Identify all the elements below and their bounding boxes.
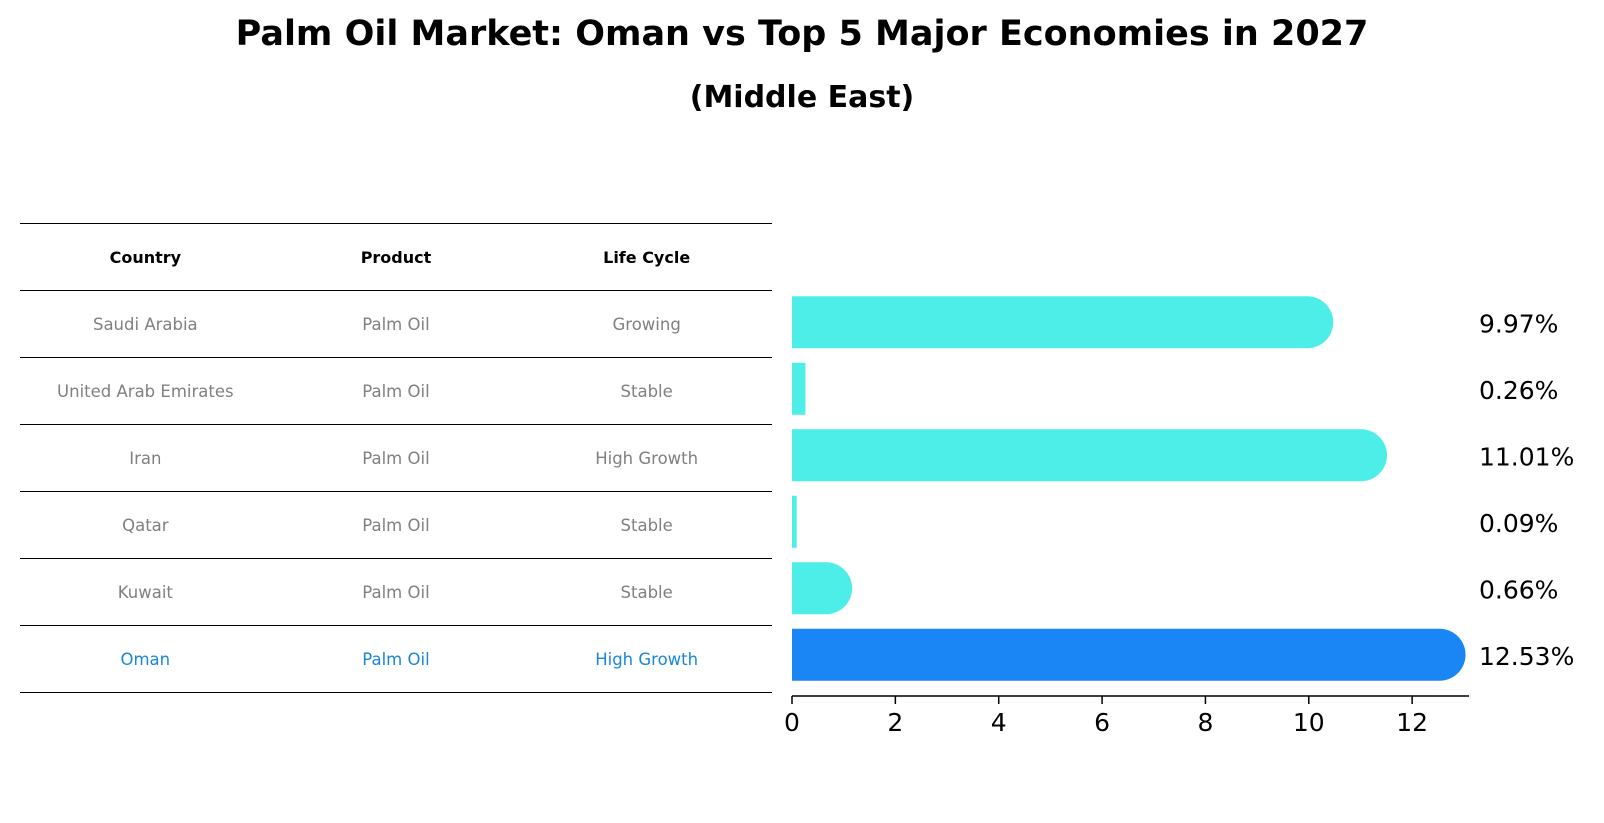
bar [792, 296, 1334, 349]
life-cycle-cell: High Growth [521, 625, 772, 693]
table-row: United Arab Emirates Palm Oil Stable [20, 357, 772, 425]
product-cell: Palm Oil [270, 558, 522, 626]
country-cell: Iran [20, 424, 271, 492]
country-cell: Qatar [20, 491, 271, 559]
column-header-country: Country [20, 223, 271, 291]
life-cycle-cell: Growing [521, 290, 772, 358]
product-cell: Palm Oil [270, 491, 522, 559]
bar [792, 562, 853, 615]
table-row: Saudi Arabia Palm Oil Growing [20, 290, 772, 358]
x-axis: 0 2 4 6 8 10 12 [784, 695, 1469, 737]
x-tick-label: 12 [1396, 708, 1428, 737]
chart-subtitle: (Middle East) [689, 80, 915, 115]
market-table: Country Product Life Cycle Saudi Arabia … [20, 223, 772, 693]
table-row: Iran Palm Oil High Growth [20, 424, 772, 492]
column-header-life-cycle: Life Cycle [521, 223, 772, 291]
country-cell: Oman [20, 625, 271, 693]
country-cell: United Arab Emirates [20, 357, 271, 425]
life-cycle-cell: Stable [521, 357, 772, 425]
x-tick-label: 2 [887, 708, 903, 737]
country-cell: Saudi Arabia [20, 290, 271, 358]
x-tick-label: 0 [784, 708, 800, 737]
bar [792, 495, 797, 548]
bar [792, 362, 806, 415]
x-tick-label: 4 [991, 708, 1007, 737]
column-header-product: Product [270, 223, 522, 291]
data-label: 0.66% [1479, 575, 1558, 604]
bar [792, 429, 1387, 482]
product-cell: Palm Oil [270, 357, 522, 425]
data-label: 12.53% [1479, 642, 1574, 671]
data-label: 0.09% [1479, 509, 1558, 538]
value-label-group: 9.97% 0.26% 11.01% 0.09% 0.66% 12.53% [1479, 309, 1574, 671]
life-cycle-cell: Stable [521, 491, 772, 559]
table-row: Kuwait Palm Oil Stable [20, 558, 772, 626]
chart-title: Palm Oil Market: Oman vs Top 5 Major Eco… [235, 14, 1369, 54]
table-row-highlight: Oman Palm Oil High Growth [20, 625, 772, 693]
data-table: Country Product Life Cycle Saudi Arabia … [20, 223, 772, 693]
product-cell: Palm Oil [270, 290, 522, 358]
life-cycle-cell: High Growth [521, 424, 772, 492]
x-tick-label: 8 [1197, 708, 1213, 737]
bar-highlight [792, 628, 1466, 681]
product-cell: Palm Oil [270, 625, 522, 693]
x-tick-label: 10 [1293, 708, 1325, 737]
data-label: 0.26% [1479, 376, 1558, 405]
product-cell: Palm Oil [270, 424, 522, 492]
table-row: Qatar Palm Oil Stable [20, 491, 772, 559]
data-label: 9.97% [1479, 309, 1558, 338]
data-label: 11.01% [1479, 442, 1574, 471]
life-cycle-cell: Stable [521, 558, 772, 626]
country-cell: Kuwait [20, 558, 271, 626]
table-header-row: Country Product Life Cycle [20, 223, 772, 291]
bar-group [792, 296, 1466, 681]
x-tick-label: 6 [1094, 708, 1110, 737]
